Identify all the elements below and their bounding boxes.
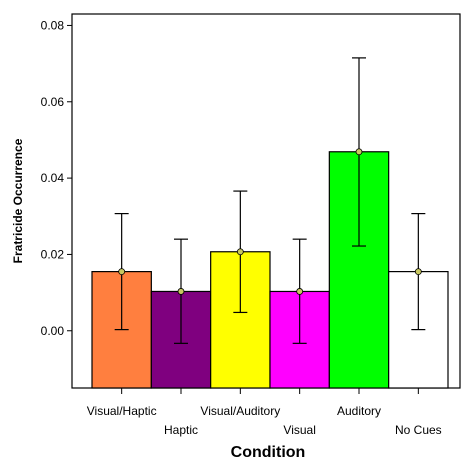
x-axis-labels: Visual/Haptic HapticVisual/AuditoryVisual… xyxy=(87,388,442,437)
x-tick-label: Visual xyxy=(283,423,315,437)
bars xyxy=(91,151,449,389)
y-tick-label: 0.06 xyxy=(41,95,65,109)
x-tick-label: No Cues xyxy=(395,423,442,437)
y-tick-label: 0.08 xyxy=(41,18,65,32)
y-tick-label: 0.04 xyxy=(41,171,65,185)
y-axis: 0.00 0.02 0.04 0.06 0.08 xyxy=(41,18,72,338)
x-axis-title: Condition xyxy=(231,444,306,461)
mean-marker xyxy=(236,248,244,256)
x-tick-label: Haptic xyxy=(164,423,198,437)
x-tick-label: Visual/Auditory xyxy=(200,404,280,418)
mean-marker xyxy=(118,268,126,276)
mean-marker xyxy=(355,148,363,156)
y-tick-label: 0.02 xyxy=(41,247,65,261)
y-axis-title: Fratricide Occurrence xyxy=(11,138,25,263)
mean-marker xyxy=(414,268,422,276)
y-tick-label: 0.00 xyxy=(41,324,65,338)
x-tick-label: Visual/Haptic xyxy=(87,404,157,418)
mean-marker xyxy=(296,288,304,295)
x-tick-label: Auditory xyxy=(337,404,381,418)
error-bars xyxy=(114,57,426,344)
mean-marker xyxy=(177,288,185,295)
